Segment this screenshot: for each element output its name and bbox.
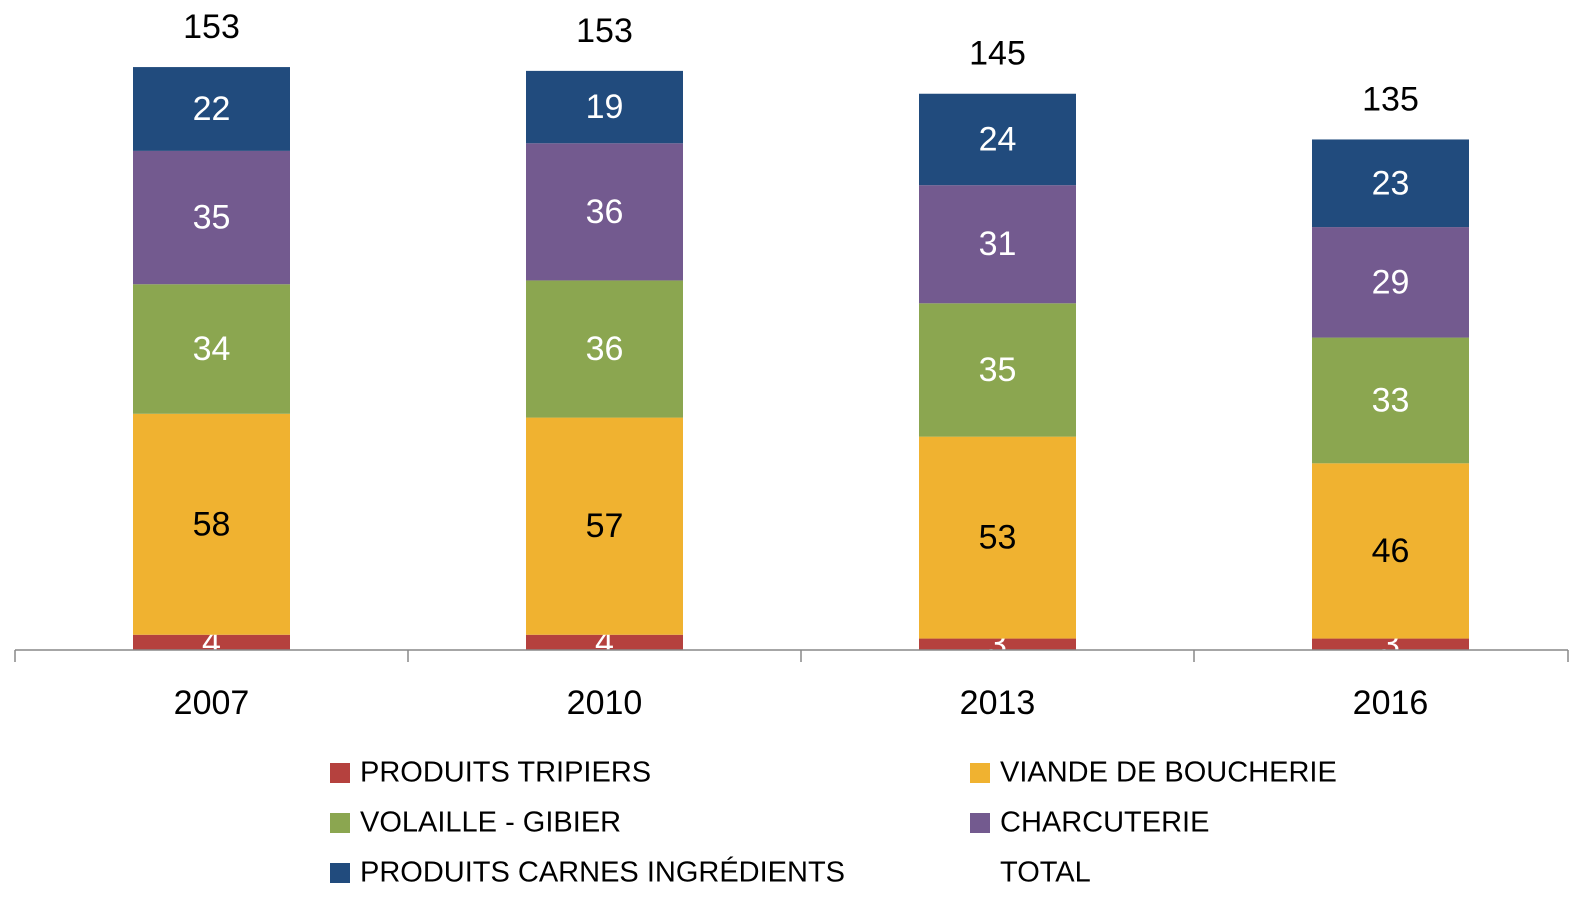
bar-segment (526, 70, 683, 144)
legend-swatch (330, 813, 350, 833)
total-label: 153 (183, 8, 240, 46)
legend-label: VIANDE DE BOUCHERIE (1000, 757, 1337, 789)
data-label: 24 (979, 120, 1017, 158)
bar-segment (919, 93, 1076, 186)
data-label: 58 (193, 505, 231, 543)
data-label: 57 (586, 507, 624, 545)
total-label: 153 (576, 12, 633, 50)
bar-segment (526, 634, 683, 650)
data-label: 35 (979, 351, 1017, 389)
bar-segment (133, 150, 290, 285)
legend-swatch (330, 863, 350, 883)
legend-label: TOTAL (1000, 857, 1091, 889)
x-tick-label: 2007 (174, 684, 250, 722)
bar-segment (919, 638, 1076, 650)
legend-label: PRODUITS CARNES INGRÉDIENTS (360, 856, 845, 889)
bar-segment (1312, 638, 1469, 650)
legend-label: VOLAILLE - GIBIER (360, 807, 621, 839)
data-label: 53 (979, 519, 1017, 557)
data-label: 35 (193, 199, 231, 237)
data-label: 36 (586, 193, 624, 231)
legend-swatch (330, 763, 350, 783)
data-label: 46 (1372, 532, 1410, 570)
bar-segment (526, 143, 683, 281)
data-label: 29 (1372, 263, 1410, 301)
total-label: 135 (1362, 80, 1419, 118)
legend-label: PRODUITS TRIPIERS (360, 757, 651, 789)
total-label: 145 (969, 35, 1026, 73)
bar-segment (526, 280, 683, 418)
bar-segment (133, 67, 290, 151)
data-label: 31 (979, 225, 1017, 263)
bar-segment (1312, 139, 1469, 228)
bar-segment (133, 634, 290, 650)
bar-segment (526, 417, 683, 635)
data-label: 22 (193, 90, 231, 128)
legend-swatch (970, 813, 990, 833)
data-label: 23 (1372, 164, 1410, 202)
data-label: 36 (586, 330, 624, 368)
x-tick-label: 2013 (960, 684, 1036, 722)
data-label: 19 (586, 88, 624, 126)
x-tick-label: 2010 (567, 684, 643, 722)
bar-segment (133, 284, 290, 414)
x-tick-label: 2016 (1353, 684, 1429, 722)
bar-segment (1312, 463, 1469, 639)
data-label: 34 (193, 330, 231, 368)
legend-swatch (970, 763, 990, 783)
bar-segment (919, 436, 1076, 639)
legend-label: CHARCUTERIE (1000, 807, 1209, 839)
bar-segment (919, 185, 1076, 304)
bar-segment (1312, 337, 1469, 464)
data-label: 33 (1372, 381, 1410, 419)
bar-segment (919, 303, 1076, 437)
bar-segment (133, 413, 290, 635)
bar-segment (1312, 227, 1469, 338)
